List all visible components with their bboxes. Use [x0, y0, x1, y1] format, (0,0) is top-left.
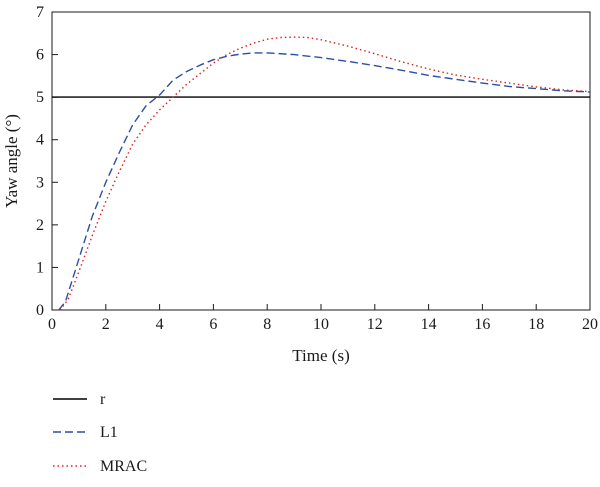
legend-label-r: r — [100, 391, 106, 408]
x-tick-label: 18 — [528, 316, 544, 333]
y-tick-label: 0 — [36, 302, 44, 319]
y-tick-label: 4 — [36, 132, 44, 149]
y-tick-label: 6 — [36, 47, 44, 64]
y-tick-label: 1 — [36, 259, 44, 276]
series-line-l1 — [58, 52, 591, 311]
x-axis-label: Time (s) — [292, 346, 349, 365]
plot-frame — [51, 11, 591, 311]
x-tick-label: 4 — [156, 316, 164, 333]
x-axis-ticks: 0 2 4 6 8 10 12 14 16 18 20 — [48, 304, 598, 333]
y-tick-label: 5 — [36, 89, 44, 106]
legend-label-l1: L1 — [100, 424, 118, 441]
y-tick-label: 7 — [36, 4, 44, 21]
x-tick-label: 10 — [313, 316, 329, 333]
series-line-mrac — [59, 36, 591, 311]
x-tick-label: 16 — [474, 316, 490, 333]
y-tick-label: 2 — [36, 217, 44, 234]
x-tick-label: 20 — [582, 316, 598, 333]
y-tick-label: 3 — [36, 174, 44, 191]
y-axis-ticks: 0 1 2 3 4 5 6 7 — [36, 4, 58, 319]
x-tick-label: 0 — [48, 316, 56, 333]
y-axis-label: Yaw angle (°) — [2, 114, 21, 208]
legend-label-mrac: MRAC — [100, 458, 147, 475]
series-layer — [52, 36, 591, 311]
x-tick-label: 14 — [421, 316, 437, 333]
legend: r L1 MRAC — [53, 391, 147, 475]
x-tick-label: 12 — [367, 316, 383, 333]
x-tick-label: 2 — [102, 316, 110, 333]
x-tick-label: 8 — [263, 316, 271, 333]
x-tick-label: 6 — [209, 316, 217, 333]
